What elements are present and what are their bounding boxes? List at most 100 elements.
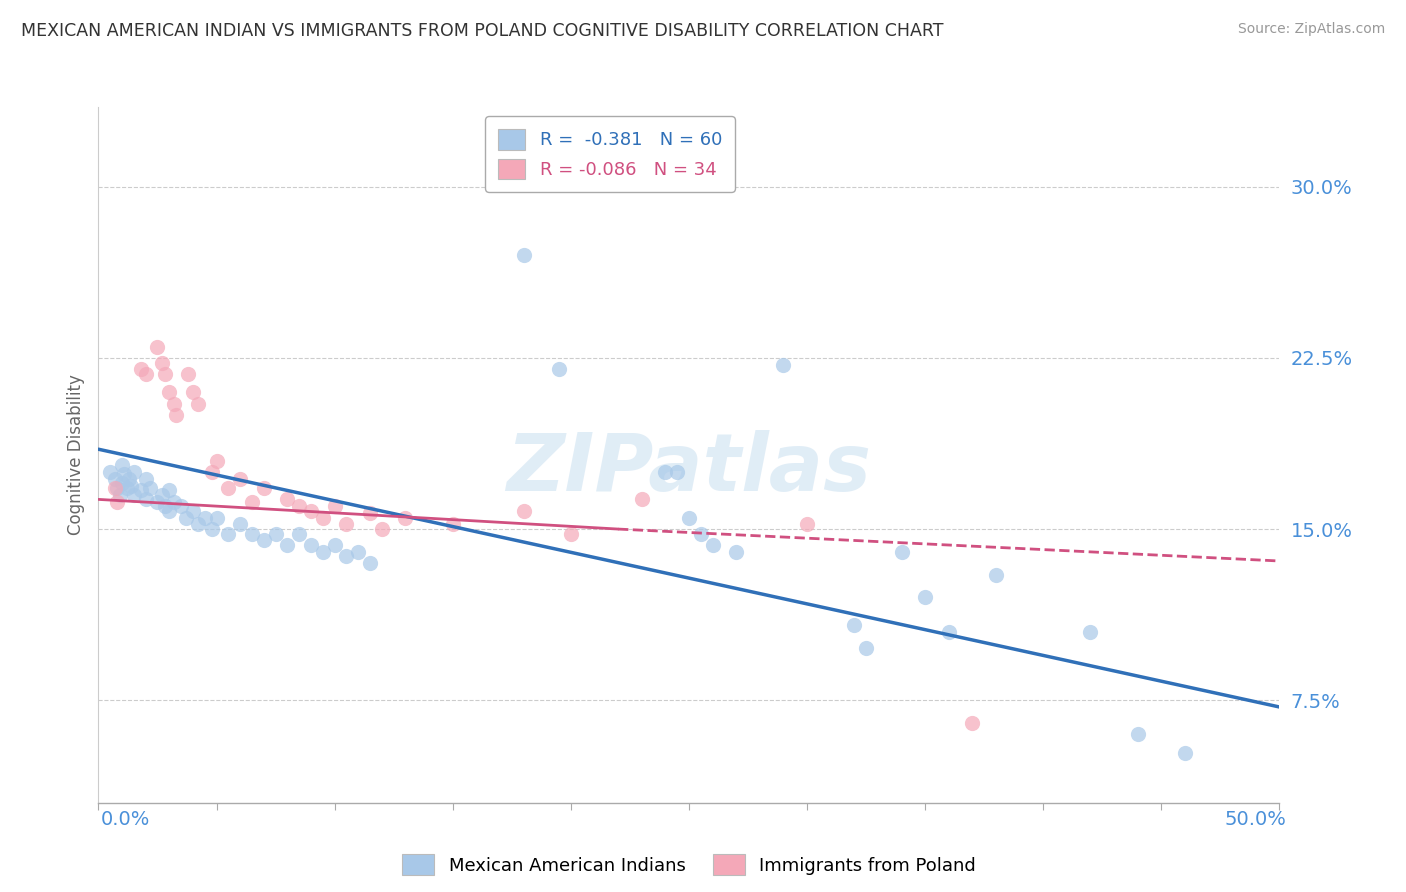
Text: Source: ZipAtlas.com: Source: ZipAtlas.com bbox=[1237, 22, 1385, 37]
Point bbox=[359, 556, 381, 570]
Point bbox=[229, 517, 252, 532]
Point bbox=[264, 526, 287, 541]
Point bbox=[678, 510, 700, 524]
Point bbox=[122, 488, 145, 502]
Y-axis label: Cognitive Disability: Cognitive Disability bbox=[66, 375, 84, 535]
Point bbox=[108, 488, 131, 502]
Point bbox=[105, 494, 128, 508]
Point bbox=[312, 510, 335, 524]
Point bbox=[105, 481, 128, 495]
Point bbox=[121, 479, 143, 493]
Point bbox=[157, 504, 180, 518]
Point bbox=[240, 526, 263, 541]
Point bbox=[335, 549, 357, 564]
Point bbox=[654, 465, 676, 479]
Point bbox=[135, 367, 157, 381]
Point bbox=[181, 385, 204, 400]
Point bbox=[371, 522, 394, 536]
Point bbox=[153, 500, 176, 514]
Point bbox=[855, 640, 877, 655]
Point bbox=[666, 465, 689, 479]
Point bbox=[201, 465, 224, 479]
Point bbox=[118, 472, 141, 486]
Point bbox=[163, 494, 186, 508]
Point bbox=[441, 517, 464, 532]
Point bbox=[276, 538, 298, 552]
Point bbox=[512, 248, 534, 262]
Point bbox=[288, 500, 311, 514]
Point bbox=[276, 492, 298, 507]
Point bbox=[194, 510, 217, 524]
Point bbox=[112, 467, 135, 482]
Point bbox=[312, 545, 335, 559]
Point bbox=[98, 465, 121, 479]
Point bbox=[177, 367, 200, 381]
Point bbox=[163, 396, 186, 410]
Point bbox=[217, 526, 239, 541]
Point bbox=[890, 545, 912, 559]
Point bbox=[122, 465, 145, 479]
Point bbox=[394, 510, 416, 524]
Point bbox=[187, 396, 209, 410]
Point bbox=[984, 567, 1007, 582]
Point bbox=[135, 492, 157, 507]
Point bbox=[129, 483, 152, 498]
Point bbox=[165, 408, 187, 422]
Point bbox=[129, 362, 152, 376]
Point bbox=[135, 472, 157, 486]
Point bbox=[205, 453, 228, 467]
Point bbox=[1126, 727, 1149, 741]
Point bbox=[335, 517, 357, 532]
Text: ZIPatlas: ZIPatlas bbox=[506, 430, 872, 508]
Point bbox=[201, 522, 224, 536]
Point bbox=[689, 526, 711, 541]
Text: MEXICAN AMERICAN INDIAN VS IMMIGRANTS FROM POLAND COGNITIVE DISABILITY CORRELATI: MEXICAN AMERICAN INDIAN VS IMMIGRANTS FR… bbox=[21, 22, 943, 40]
Point bbox=[288, 526, 311, 541]
Point bbox=[111, 476, 134, 491]
Point bbox=[139, 481, 162, 495]
Point bbox=[347, 545, 370, 559]
Point bbox=[512, 504, 534, 518]
Point bbox=[150, 488, 173, 502]
Point bbox=[796, 517, 818, 532]
Point bbox=[299, 504, 322, 518]
Point bbox=[205, 510, 228, 524]
Point bbox=[157, 483, 180, 498]
Point bbox=[104, 481, 127, 495]
Point bbox=[229, 472, 252, 486]
Point bbox=[174, 510, 197, 524]
Point bbox=[323, 538, 346, 552]
Text: 50.0%: 50.0% bbox=[1225, 810, 1286, 829]
Point bbox=[702, 538, 724, 552]
Point bbox=[725, 545, 748, 559]
Point bbox=[240, 494, 263, 508]
Point bbox=[359, 506, 381, 520]
Point bbox=[111, 458, 134, 473]
Point bbox=[323, 500, 346, 514]
Point bbox=[104, 472, 127, 486]
Point bbox=[938, 624, 960, 639]
Point bbox=[146, 494, 169, 508]
Point bbox=[253, 533, 276, 548]
Point bbox=[217, 481, 239, 495]
Point bbox=[181, 504, 204, 518]
Point bbox=[253, 481, 276, 495]
Point bbox=[150, 355, 173, 369]
Point bbox=[170, 500, 193, 514]
Point bbox=[1174, 746, 1197, 760]
Point bbox=[157, 385, 180, 400]
Point bbox=[1080, 624, 1102, 639]
Point bbox=[630, 492, 652, 507]
Point bbox=[772, 358, 794, 372]
Point bbox=[548, 362, 571, 376]
Point bbox=[115, 481, 138, 495]
Point bbox=[962, 715, 984, 730]
Point bbox=[914, 591, 936, 605]
Legend: Mexican American Indians, Immigrants from Poland: Mexican American Indians, Immigrants fro… bbox=[392, 846, 986, 884]
Point bbox=[299, 538, 322, 552]
Point bbox=[560, 526, 582, 541]
Point bbox=[844, 618, 866, 632]
Text: 0.0%: 0.0% bbox=[101, 810, 150, 829]
Point bbox=[187, 517, 209, 532]
Point bbox=[153, 367, 176, 381]
